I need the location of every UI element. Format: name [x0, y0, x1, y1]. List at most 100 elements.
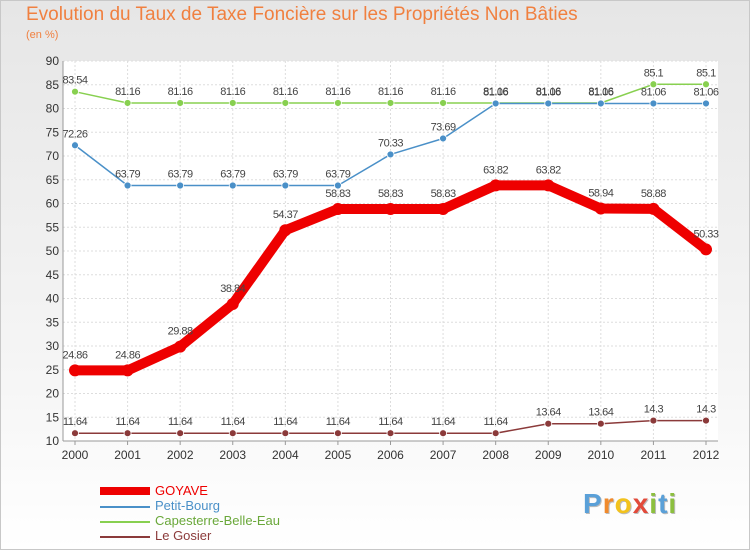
data-label-goyave: 58.83 [378, 188, 403, 200]
y-tick-label: 45 [46, 268, 60, 282]
data-point-petit_bourg [281, 181, 290, 190]
data-point-goyave [489, 179, 502, 192]
data-point-le_gosier [596, 419, 605, 428]
data-label-petit_bourg: 81.06 [641, 86, 666, 98]
x-tick-label: 2002 [167, 448, 194, 462]
logo-letter: t [658, 488, 669, 519]
data-point-goyave [69, 364, 81, 377]
y-tick-label: 70 [46, 149, 60, 163]
data-point-le_gosier [228, 429, 237, 438]
y-tick-label: 40 [46, 292, 60, 306]
y-tick-label: 20 [46, 387, 60, 401]
data-label-petit_bourg: 63.79 [325, 168, 350, 180]
x-tick-label: 2009 [535, 448, 562, 462]
data-label-goyave: 29.88 [168, 326, 193, 338]
data-point-capesterre [334, 99, 342, 107]
data-label-petit_bourg: 72.26 [62, 128, 87, 140]
data-label-petit_bourg: 81.06 [693, 86, 718, 98]
data-label-capesterre: 81.16 [115, 86, 140, 98]
data-label-goyave: 38.84 [220, 283, 245, 295]
data-label-goyave: 54.37 [273, 209, 298, 221]
data-point-goyave [331, 203, 344, 216]
data-point-goyave [647, 202, 660, 215]
logo-letter: x [632, 488, 650, 519]
legend-label-capesterre-belle-eau: Capesterre-Belle-Eau [155, 513, 281, 528]
y-tick-label: 35 [46, 315, 60, 329]
data-series [69, 80, 712, 438]
data-point-petit_bourg [491, 99, 500, 108]
data-label-petit_bourg: 63.79 [220, 168, 245, 180]
data-point-le_gosier [71, 429, 79, 438]
y-tick-label: 25 [46, 363, 60, 377]
data-point-le_gosier [439, 429, 447, 438]
data-point-goyave [226, 298, 239, 311]
data-point-goyave [594, 202, 607, 215]
logo-letter: o [614, 488, 633, 519]
data-point-petit_bourg [123, 181, 132, 190]
data-point-petit_bourg [439, 134, 447, 143]
data-label-capesterre: 81.16 [483, 86, 508, 98]
legend-swatch-goyave [100, 487, 150, 495]
data-point-capesterre [439, 99, 447, 107]
data-point-petit_bourg [71, 141, 79, 150]
data-label-le_gosier: 11.64 [484, 416, 509, 428]
legend-item-le-gosier[interactable]: Le Gosier [100, 528, 360, 544]
legend-swatch-petit-bourg [100, 506, 150, 508]
data-label-goyave: 58.83 [325, 188, 350, 200]
logo-letter: r [602, 488, 615, 519]
data-point-capesterre [281, 99, 290, 107]
data-point-capesterre [649, 80, 658, 89]
data-label-le_gosier: 11.64 [221, 416, 246, 428]
y-tick-label: 75 [46, 125, 60, 139]
y-tick-label: 30 [46, 339, 60, 353]
data-label-petit_bourg: 63.79 [273, 168, 298, 180]
data-label-capesterre: 83.54 [62, 75, 87, 87]
y-tick-label: 55 [46, 220, 60, 234]
data-label-capesterre: 85.1 [644, 67, 664, 79]
proxiti-logo: Proxiti [583, 488, 677, 520]
data-label-le_gosier: 11.64 [431, 416, 456, 428]
data-point-capesterre [228, 99, 237, 107]
x-tick-label: 2001 [114, 448, 141, 462]
logo-letter: i [649, 488, 659, 519]
data-point-goyave [279, 224, 292, 237]
data-label-le_gosier: 11.64 [63, 416, 88, 428]
data-label-capesterre: 81.16 [588, 86, 613, 98]
logo-letter: P [583, 488, 603, 519]
data-point-le_gosier [649, 416, 658, 425]
data-label-le_gosier: 11.64 [168, 416, 193, 428]
data-point-petit_bourg [228, 181, 237, 190]
data-label-le_gosier: 13.64 [536, 407, 561, 419]
y-tick-label: 65 [46, 173, 60, 187]
legend-label-le-gosier: Le Gosier [155, 528, 212, 543]
data-point-goyave [437, 203, 450, 216]
legend-item-goyave[interactable]: GOYAVE [100, 483, 360, 499]
data-point-le_gosier [281, 429, 290, 438]
data-point-le_gosier [491, 429, 500, 438]
data-point-petit_bourg [334, 181, 342, 190]
data-label-petit_bourg: 81.06 [536, 86, 561, 98]
legend-swatch-le-gosier [100, 536, 150, 538]
grid-lines [63, 60, 718, 442]
data-label-petit_bourg: 81.06 [588, 86, 613, 98]
y-tick-label: 60 [46, 197, 60, 211]
legend-item-petit-bourg[interactable]: Petit-Bourg [100, 498, 360, 514]
data-label-le_gosier: 11.64 [326, 416, 351, 428]
legend: GOYAVE Petit-Bourg Capesterre-Belle-Eau … [100, 483, 360, 544]
x-tick-label: 2008 [482, 448, 509, 462]
y-tick-label: 50 [46, 244, 60, 258]
data-label-goyave: 63.82 [536, 164, 561, 176]
data-label-le_gosier: 13.64 [588, 407, 613, 419]
data-point-le_gosier [176, 429, 185, 438]
legend-item-capesterre-belle-eau[interactable]: Capesterre-Belle-Eau [100, 513, 360, 529]
data-point-le_gosier [702, 416, 710, 425]
legend-label-goyave: GOYAVE [155, 483, 208, 498]
data-point-petit_bourg [176, 181, 185, 190]
data-label-goyave: 58.94 [588, 188, 613, 200]
data-label-capesterre: 81.16 [273, 86, 298, 98]
data-label-petit_bourg: 70.33 [378, 137, 403, 149]
data-point-le_gosier [334, 429, 342, 438]
data-label-le_gosier: 11.64 [273, 416, 298, 428]
x-tick-label: 2012 [693, 448, 720, 462]
